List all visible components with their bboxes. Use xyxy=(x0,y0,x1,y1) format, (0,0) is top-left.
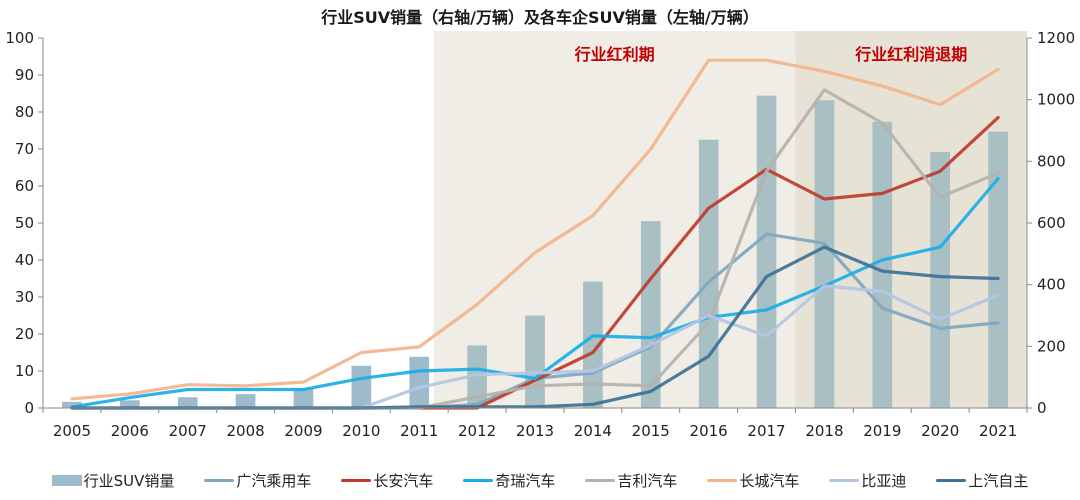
left-axis-tick-label: 70 xyxy=(15,140,34,158)
legend-line-swatch xyxy=(463,479,494,482)
x-axis-tick-label: 2018 xyxy=(805,422,843,440)
left-axis-tick-label: 10 xyxy=(15,362,34,380)
x-axis-tick-label: 2019 xyxy=(863,422,901,440)
right-axis-tick-label: 600 xyxy=(1037,214,1066,232)
x-axis-tick-label: 2021 xyxy=(979,422,1017,440)
left-axis-tick-label: 30 xyxy=(15,288,34,306)
right-axis-tick-label: 400 xyxy=(1037,276,1066,294)
bar-industry-suv xyxy=(872,121,893,408)
x-axis-tick-label: 2014 xyxy=(574,422,612,440)
x-axis-tick-label: 2017 xyxy=(747,422,785,440)
legend-label: 行业SUV销量 xyxy=(83,472,175,490)
x-axis-tick-label: 2009 xyxy=(284,422,322,440)
bar-industry-suv xyxy=(119,400,140,408)
bar-industry-suv xyxy=(467,345,487,408)
right-axis-tick-label: 200 xyxy=(1037,337,1066,355)
x-axis-tick-label: 2007 xyxy=(169,422,207,440)
left-axis-tick-label: 90 xyxy=(15,66,34,84)
right-axis-tick-label: 1200 xyxy=(1037,29,1075,47)
legend-line-swatch xyxy=(829,479,860,482)
chart-plot: 行业红利期 行业红利消退期0102030405060708090100020040… xyxy=(5,29,1075,440)
legend-item: 广汽乘用车 xyxy=(204,470,311,491)
legend-label: 长城汽车 xyxy=(739,472,800,490)
legend-item: 长城汽车 xyxy=(707,470,799,491)
bar-industry-suv xyxy=(756,95,777,409)
x-axis-tick-label: 2010 xyxy=(342,422,380,440)
zone-label: 行业红利期 xyxy=(574,45,655,64)
legend-item: 行业SUV销量 xyxy=(51,470,175,491)
left-axis-tick-label: 100 xyxy=(5,29,34,47)
bar-industry-suv xyxy=(640,221,661,408)
bar-industry-suv xyxy=(583,281,603,408)
legend-line-swatch xyxy=(341,479,372,482)
left-axis-tick-label: 0 xyxy=(24,399,34,417)
left-axis-tick-label: 20 xyxy=(15,325,34,343)
x-axis-tick-label: 2008 xyxy=(226,422,264,440)
legend-item: 奇瑞汽车 xyxy=(463,470,555,491)
legend-item: 比亚迪 xyxy=(829,470,906,491)
bar-industry-suv xyxy=(698,139,719,408)
legend-label: 奇瑞汽车 xyxy=(495,472,556,490)
legend-line-swatch xyxy=(936,479,967,482)
right-axis-tick-label: 800 xyxy=(1037,152,1066,170)
legend-label: 上汽自主 xyxy=(968,472,1029,490)
legend-line-swatch xyxy=(204,479,235,482)
legend-label: 广汽乘用车 xyxy=(236,472,312,490)
x-axis-tick-label: 2006 xyxy=(111,422,149,440)
legend-label: 长安汽车 xyxy=(373,472,434,490)
right-axis-tick-label: 0 xyxy=(1037,399,1047,417)
legend-line-swatch xyxy=(707,479,738,482)
legend: 行业SUV销量 广汽乘用车 长安汽车 奇瑞汽车 吉利汽车 长城汽车 比亚迪 上汽自主 xyxy=(0,470,1080,491)
x-axis-tick-label: 2011 xyxy=(400,422,438,440)
legend-line-swatch xyxy=(585,479,616,482)
x-axis-tick-label: 2015 xyxy=(632,422,670,440)
x-axis-tick-label: 2020 xyxy=(921,422,959,440)
x-axis-tick-label: 2016 xyxy=(690,422,728,440)
bar-industry-suv xyxy=(814,100,835,409)
bar-industry-suv xyxy=(930,152,951,408)
legend-item: 上汽自主 xyxy=(936,470,1028,491)
zone-label: 行业红利消退期 xyxy=(854,45,967,64)
left-axis-tick-label: 80 xyxy=(15,103,34,121)
bar-industry-suv xyxy=(988,131,1008,408)
x-axis-tick-label: 2013 xyxy=(516,422,554,440)
x-axis-tick-label: 2012 xyxy=(458,422,496,440)
left-axis-tick-label: 50 xyxy=(15,214,34,232)
right-axis-tick-label: 1000 xyxy=(1037,91,1075,109)
legend-item: 长安汽车 xyxy=(341,470,433,491)
line-series-5 xyxy=(359,284,1000,410)
left-axis-tick-label: 60 xyxy=(15,177,34,195)
bar-industry-suv xyxy=(177,397,198,408)
legend-label: 吉利汽车 xyxy=(617,472,678,490)
legend-item: 吉利汽车 xyxy=(585,470,677,491)
x-axis-tick-label: 2005 xyxy=(53,422,91,440)
left-axis-tick-label: 40 xyxy=(15,251,34,269)
bar-industry-suv xyxy=(235,394,256,408)
bar-industry-suv xyxy=(293,387,314,408)
bar-industry-suv xyxy=(351,365,372,408)
bar-industry-suv xyxy=(409,356,430,408)
chart-title: 行业SUV销量（右轴/万辆）及各车企SUV销量（左轴/万辆） xyxy=(321,8,759,27)
bar-industry-suv xyxy=(525,315,545,408)
legend-label: 比亚迪 xyxy=(861,472,907,490)
legend-bar-swatch xyxy=(51,475,82,486)
bar-industry-suv xyxy=(62,401,82,408)
zone-band xyxy=(433,31,796,408)
